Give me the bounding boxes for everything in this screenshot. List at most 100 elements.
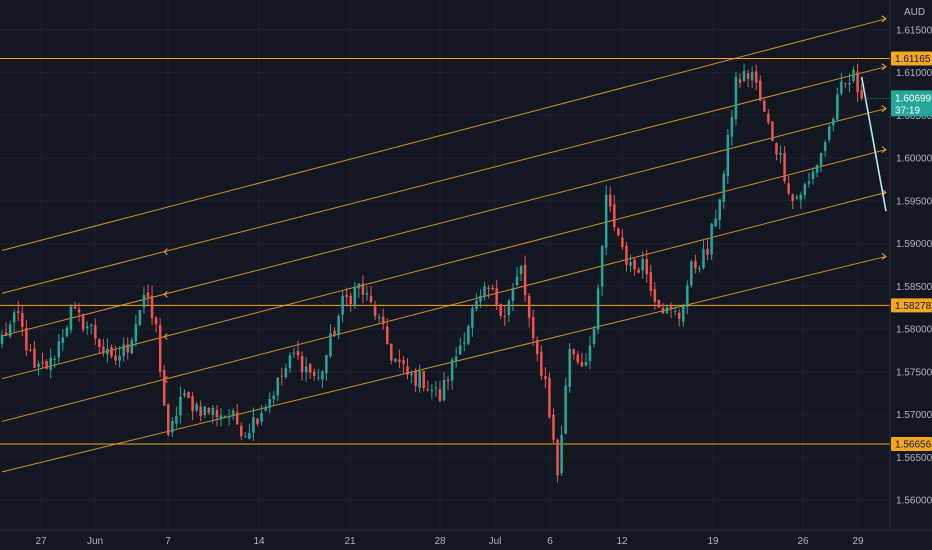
candle-body — [256, 418, 259, 424]
candle-body — [16, 311, 20, 313]
candle-body — [308, 364, 312, 373]
price-tag-label: 1.58278 — [895, 301, 932, 312]
candle-body — [260, 412, 263, 422]
channel-arrow-marker — [881, 15, 887, 23]
channel-arrow-marker — [881, 63, 887, 71]
candle-body — [142, 294, 146, 308]
candle-body — [118, 356, 121, 361]
channel-arrow-marker — [881, 146, 887, 153]
candle-body — [158, 325, 162, 372]
candle-body — [742, 70, 746, 81]
candle-body — [681, 305, 685, 322]
candle-body — [811, 171, 815, 180]
channel-arrow-marker — [881, 105, 887, 112]
price-tag-label: 1.61165 — [895, 54, 931, 65]
candle-body — [759, 80, 762, 101]
candle-body — [552, 414, 555, 440]
candle-body — [240, 425, 243, 437]
candle-body — [507, 300, 511, 316]
candle-body — [179, 396, 182, 416]
time-axis-panel[interactable] — [0, 530, 932, 550]
candle-body — [134, 323, 138, 342]
candle-body — [710, 223, 713, 255]
projection-line — [860, 76, 887, 212]
candle-body — [426, 389, 430, 391]
candle-body — [625, 245, 628, 265]
candle-body — [73, 306, 77, 309]
candle-body — [89, 324, 93, 326]
candle-body — [475, 300, 478, 309]
candle-body — [191, 396, 194, 412]
candle-body — [556, 439, 559, 476]
candle-body — [519, 266, 523, 275]
candle-body — [154, 317, 158, 325]
candle-body — [199, 406, 202, 416]
candle-body — [483, 286, 486, 297]
candle-body — [37, 363, 40, 368]
candle-body — [317, 377, 320, 379]
candle-body — [422, 370, 425, 389]
candle-body — [613, 204, 616, 228]
candle-body — [848, 83, 851, 85]
countdown-label: 37:19 — [895, 105, 920, 116]
candle-body — [540, 351, 543, 376]
candle-body — [183, 393, 186, 396]
candle-body — [390, 343, 393, 361]
candle-body — [77, 309, 81, 313]
candle-body — [515, 276, 519, 286]
candle-body — [45, 361, 48, 369]
candle-body — [795, 197, 799, 199]
candle-body — [442, 380, 446, 401]
candle-body — [69, 306, 73, 330]
candle-body — [138, 310, 142, 325]
candle-body — [61, 337, 65, 343]
candle-body — [398, 359, 401, 363]
candle-body — [718, 199, 721, 221]
candle-body — [844, 83, 847, 85]
candle-body — [852, 69, 855, 81]
candle-body — [860, 90, 863, 99]
candle-body — [787, 183, 790, 194]
candle-body — [479, 295, 482, 302]
channel-arrow-marker — [163, 333, 168, 341]
candle-body — [600, 246, 604, 287]
candle-body — [102, 346, 105, 353]
price-tag-label: 1.56656 — [895, 440, 932, 451]
candle-body — [81, 313, 85, 330]
candle-body — [304, 366, 308, 373]
candle-body — [248, 432, 251, 439]
candle-body — [227, 416, 231, 418]
candle-body — [827, 126, 831, 140]
price-tick-label: 1.61500 — [896, 25, 932, 36]
candle-body — [280, 375, 284, 377]
candle-body — [722, 173, 726, 202]
time-tick-label: Jul — [489, 536, 502, 547]
candle-body — [207, 407, 211, 413]
time-tick-label: 26 — [797, 536, 809, 547]
candle-body — [495, 288, 498, 305]
candle-body — [329, 333, 332, 357]
candle-body — [702, 249, 705, 268]
time-tick-label: Jun — [87, 536, 103, 547]
candle-body — [819, 152, 823, 166]
candle-body — [596, 288, 600, 330]
candle-body — [608, 194, 612, 207]
candle-body — [840, 81, 843, 94]
candle-body — [767, 113, 770, 123]
candle-body — [349, 295, 352, 305]
candle-body — [604, 194, 608, 248]
time-axis-labels: 27 Jun 7 14 21 28 Jul 6 12 19 26 29 — [35, 536, 864, 547]
candle-body — [531, 316, 535, 339]
candle-body — [467, 326, 470, 344]
time-tick-label: 14 — [253, 536, 265, 547]
candle-body — [588, 345, 592, 362]
candle-body — [377, 317, 381, 319]
candle-body — [12, 312, 16, 323]
candle-body — [21, 313, 24, 327]
price-tick-label: 1.60000 — [896, 154, 932, 165]
candle-body — [175, 415, 178, 424]
candle-body — [430, 389, 434, 392]
candle-body — [264, 407, 267, 411]
